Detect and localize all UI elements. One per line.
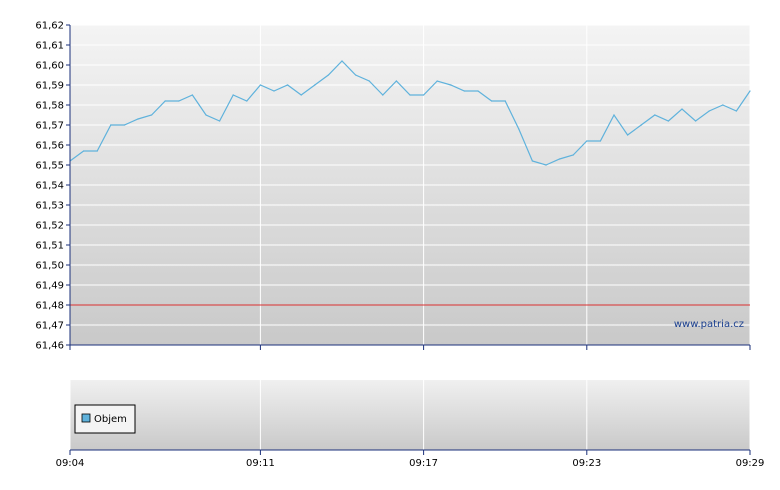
price-points (69, 60, 751, 166)
watermark: www.patria.cz (674, 319, 744, 330)
price-point (191, 94, 193, 96)
y-tick-label: 61,51 (35, 241, 64, 252)
price-point (599, 140, 602, 142)
y-tick-label: 61,50 (35, 261, 64, 272)
price-point (450, 84, 452, 86)
y-tick-label: 61,62 (35, 21, 64, 32)
y-tick-label: 61,46 (35, 341, 64, 352)
price-point (681, 108, 683, 110)
y-tick-label: 61,58 (35, 101, 64, 112)
x-tick-label: 09:11 (246, 458, 275, 469)
price-point (735, 110, 738, 112)
price-point (749, 90, 751, 92)
price-point (531, 160, 534, 162)
price-point (382, 94, 384, 96)
x-tick-label: 09:04 (56, 458, 85, 469)
price-point (423, 94, 425, 96)
price-x-axis-ticks (69, 345, 751, 350)
legend-label-objem: Objem (94, 414, 127, 425)
legend: Objem (74, 404, 136, 434)
price-point (613, 114, 615, 116)
y-tick-label: 61,59 (35, 81, 64, 92)
price-point (491, 100, 493, 102)
price-point (205, 114, 207, 116)
x-axis-ticks: 09:04 09:11 09:17 09:23 09:29 (56, 450, 765, 469)
price-point (232, 94, 234, 96)
y-tick-label: 61,55 (35, 161, 64, 172)
y-tick-label: 61,49 (35, 281, 64, 292)
price-point (409, 94, 411, 96)
price-point (137, 118, 139, 120)
y-tick-label: 61,54 (35, 181, 64, 192)
price-point (83, 150, 85, 152)
price-point (436, 80, 438, 82)
y-tick-label: 61,47 (35, 321, 64, 332)
y-tick-label: 61,53 (35, 201, 64, 212)
price-point (545, 164, 547, 166)
price-point (123, 124, 125, 126)
y-tick-label: 61,60 (35, 61, 64, 72)
price-point (627, 134, 629, 136)
price-point (667, 120, 670, 122)
price-point (640, 124, 642, 126)
price-point (327, 74, 329, 76)
y-tick-label: 61,52 (35, 221, 64, 232)
price-point (654, 114, 656, 116)
price-point (368, 80, 370, 82)
price-point (219, 120, 221, 122)
x-tick-label: 09:23 (572, 458, 601, 469)
price-point (695, 120, 697, 122)
price-point (586, 140, 588, 142)
price-point (314, 84, 316, 86)
price-point (355, 74, 357, 76)
y-tick-label: 61,56 (35, 141, 64, 152)
price-point (151, 114, 153, 116)
price-point (287, 84, 289, 86)
price-point (463, 90, 465, 92)
y-tick-label: 61,61 (35, 41, 64, 52)
x-tick-label: 09:29 (736, 458, 765, 469)
price-point (395, 80, 397, 82)
volume-grid (69, 380, 751, 450)
price-point (259, 84, 261, 86)
price-point (518, 128, 520, 130)
y-axis-ticks: 61,46 61,47 61,48 61,49 61,50 61,51 61,52 61,53… (35, 21, 70, 352)
y-tick-label: 61,48 (35, 301, 64, 312)
price-point (559, 158, 561, 160)
price-point (96, 150, 98, 152)
volume-plot-area (70, 380, 750, 450)
y-tick-label: 61,57 (35, 121, 64, 132)
price-point (477, 90, 479, 92)
price-point (178, 100, 180, 102)
price-point (273, 90, 275, 92)
price-point (708, 110, 710, 112)
x-tick-label: 09:17 (409, 458, 438, 469)
price-point (300, 94, 302, 96)
price-point (164, 100, 166, 102)
price-point (504, 100, 506, 102)
price-point (110, 124, 112, 126)
price-point (572, 154, 574, 156)
price-point (722, 104, 724, 106)
price-point (246, 100, 248, 102)
legend-swatch-objem (81, 413, 91, 423)
price-point (341, 60, 343, 62)
